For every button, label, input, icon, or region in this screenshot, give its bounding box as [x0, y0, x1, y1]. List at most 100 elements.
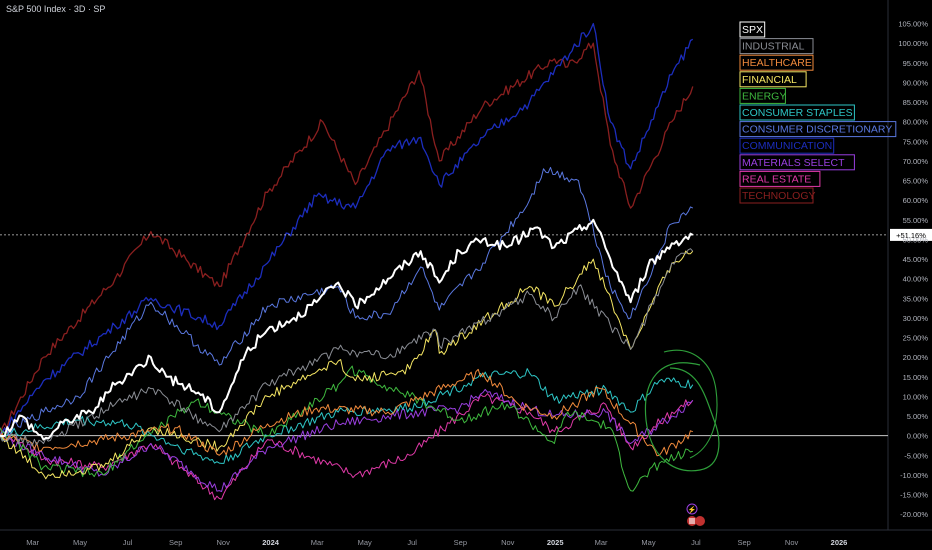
legend-box: [739, 71, 807, 88]
y-tick-label: -10.00%: [900, 471, 928, 480]
legend-label: MATERIALS SELECT: [742, 157, 845, 169]
grid-lines: [0, 0, 932, 531]
y-tick-label: 0.00%: [907, 432, 929, 441]
series-line-financial: [0, 250, 694, 480]
y-tick-label: 35.00%: [903, 294, 929, 303]
legend-box: [739, 38, 814, 55]
y-tick-label: 20.00%: [903, 353, 929, 362]
highlight-circle-stroke: [663, 349, 718, 459]
last-value-label: +51.16%: [896, 231, 926, 240]
legend-item-energy: ENERGY: [739, 87, 786, 104]
x-tick-label: Nov: [785, 538, 799, 547]
legend-item-real-estate: REAL ESTATE: [739, 170, 821, 187]
legend-label: CONSUMER DISCRETIONARY: [742, 124, 892, 136]
legend-box: [739, 121, 897, 138]
series-line-communication: [0, 22, 694, 437]
legend-box: [739, 21, 766, 38]
legend-box: [739, 170, 821, 187]
legend-item-communication: COMMUNICATION: [739, 137, 835, 154]
legend-box: [739, 187, 814, 204]
legend-label: REAL ESTATE: [742, 173, 811, 185]
x-tick-label: Mar: [311, 538, 324, 547]
y-tick-label: -5.00%: [904, 451, 928, 460]
y-tick-label: 80.00%: [903, 118, 929, 127]
earnings-icon: [695, 516, 705, 526]
series-line-consumer-staples: [0, 368, 694, 464]
flag-icon-detail: [689, 518, 695, 524]
series-line-materials-select: [0, 388, 694, 492]
x-tick-label: Nov: [501, 538, 515, 547]
x-tick-label: Nov: [216, 538, 230, 547]
y-tick-label: 55.00%: [903, 216, 929, 225]
y-tick-label: 95.00%: [903, 59, 929, 68]
legend[interactable]: SPX INDUSTRIAL HEALTHCARE FINANCIAL ENERGY CO…: [739, 21, 897, 204]
x-tick-label: May: [73, 538, 87, 547]
y-tick-label: 50.00%: [903, 235, 929, 244]
series-line-industrial: [0, 248, 694, 447]
legend-item-financial: FINANCIAL: [739, 71, 807, 88]
x-axis: Mar May Jul Sep Nov 2024 Mar May Jul Sep Nov 2025 Ma…: [26, 538, 847, 547]
y-tick-label: 25.00%: [903, 334, 929, 343]
y-tick-label: 40.00%: [903, 275, 929, 284]
annotations: +51.16%: [0, 228, 932, 472]
y-tick-label: 70.00%: [903, 157, 929, 166]
x-tick-label: 2026: [831, 538, 848, 547]
y-tick-label: 75.00%: [903, 137, 929, 146]
x-tick-label: Jul: [407, 538, 417, 547]
legend-label: COMMUNICATION: [742, 140, 832, 152]
legend-label: TECHNOLOGY: [742, 190, 816, 202]
x-tick-label: Jul: [691, 538, 701, 547]
legend-item-consumer-discretionary: CONSUMER DISCRETIONARY: [739, 121, 897, 138]
x-tick-label: Sep: [454, 538, 467, 547]
x-tick-label: May: [358, 538, 372, 547]
y-axis: 105.00% 100.00% 95.00% 90.00% 85.00% 80.00% 75…: [898, 20, 928, 520]
y-tick-label: -20.00%: [900, 510, 928, 519]
series-line-consumer-discretionary: [0, 166, 694, 436]
series-lines: [0, 22, 694, 501]
legend-box: [739, 154, 855, 171]
series-line-technology: [0, 42, 694, 436]
series-line-energy: [0, 365, 693, 492]
x-tick-label: Mar: [26, 538, 39, 547]
legend-item-industrial: INDUSTRIAL: [739, 38, 814, 55]
legend-label: ENERGY: [742, 90, 786, 102]
last-value-badge: [890, 228, 932, 241]
legend-label: FINANCIAL: [742, 74, 797, 86]
y-tick-label: 45.00%: [903, 255, 929, 264]
y-tick-label: 65.00%: [903, 177, 929, 186]
legend-item-spx: SPX: [739, 21, 766, 38]
y-tick-label: 85.00%: [903, 98, 929, 107]
x-tick-label: 2025: [547, 538, 564, 547]
x-tick-label: 2024: [262, 538, 280, 547]
y-tick-label: 100.00%: [898, 39, 928, 48]
y-tick-label: 30.00%: [903, 314, 929, 323]
legend-box: [739, 87, 786, 104]
series-line-healthcare: [0, 368, 693, 457]
y-tick-label: -15.00%: [900, 491, 928, 500]
y-tick-label: 10.00%: [903, 392, 929, 401]
x-tick-label: Mar: [595, 538, 608, 547]
event-markers[interactable]: ⚡: [686, 503, 705, 526]
y-tick-label: 90.00%: [903, 78, 929, 87]
y-tick-label: 15.00%: [903, 373, 929, 382]
legend-label: INDUSTRIAL: [742, 41, 805, 53]
legend-item-technology: TECHNOLOGY: [739, 187, 816, 204]
legend-item-consumer-staples: CONSUMER STAPLES: [739, 104, 855, 121]
legend-item-healthcare: HEALTHCARE: [739, 54, 814, 71]
legend-box: [739, 54, 814, 71]
x-tick-label: May: [641, 538, 655, 547]
lightning-glyph: ⚡: [688, 505, 697, 514]
y-tick-label: 60.00%: [903, 196, 929, 205]
x-tick-label: Sep: [169, 538, 182, 547]
legend-box: [739, 104, 855, 121]
x-tick-label: Sep: [737, 538, 750, 547]
legend-label: HEALTHCARE: [742, 57, 812, 69]
y-tick-label: 105.00%: [898, 20, 928, 29]
legend-item-materials-select: MATERIALS SELECT: [739, 154, 855, 171]
x-tick-label: Jul: [123, 538, 133, 547]
legend-label: CONSUMER STAPLES: [742, 107, 853, 119]
legend-label: SPX: [742, 24, 763, 36]
series-line-spx: [0, 218, 694, 441]
legend-box: [739, 137, 835, 154]
